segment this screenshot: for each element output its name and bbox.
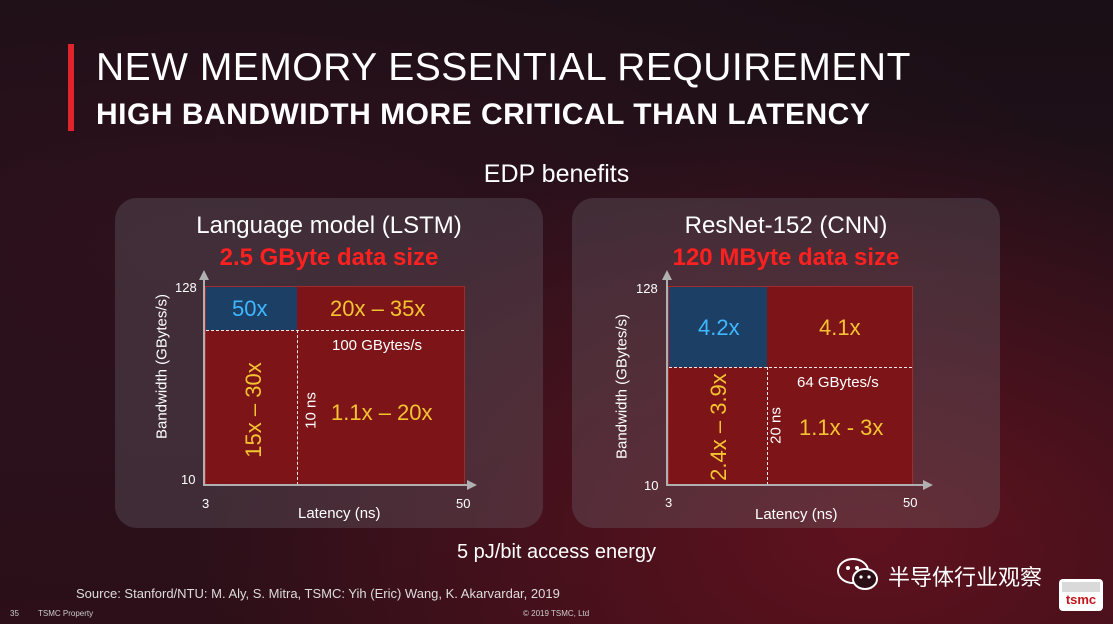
title-accent-bar: [68, 44, 74, 131]
top-left-quadrant: [669, 287, 767, 367]
page-number: 35: [10, 609, 19, 618]
source-citation: Source: Stanford/NTU: M. Aly, S. Mitra, …: [76, 586, 560, 601]
value-top-right: 20x – 35x: [330, 296, 426, 321]
panel-resnet: ResNet-152 (CNN) 120 MByte data size 4.2…: [572, 198, 1000, 528]
value-bottom-left: 15x – 30x: [241, 362, 266, 458]
y-axis: [203, 278, 205, 486]
x-axis: [666, 484, 924, 486]
x-axis-label: Latency (ns): [755, 506, 838, 523]
panel-title: ResNet-152 (CNN): [684, 212, 888, 239]
logo-text: tsmc: [1066, 592, 1096, 607]
y-tick-max: 128: [636, 281, 658, 296]
section-title: EDP benefits: [483, 160, 630, 188]
slide-title: NEW MEMORY ESSENTIAL REQUIREMENT: [96, 46, 911, 89]
bandwidth-threshold-line: [206, 330, 464, 331]
value-bottom-right: 1.1x - 3x: [799, 415, 884, 440]
bandwidth-threshold-label: 64 GBytes/s: [797, 374, 879, 391]
y-axis-label: Bandwidth (GBytes/s): [613, 313, 631, 460]
y-axis: [666, 278, 668, 486]
watermark-text: 半导体行业观察: [888, 565, 1043, 590]
copyright: © 2019 TSMC, Ltd: [523, 609, 590, 618]
x-axis-arrow: [923, 480, 933, 490]
x-tick-max: 50: [456, 496, 471, 511]
quadrant-plot: 50x 20x – 35x 100 GBytes/s 1.1x – 20x 15…: [205, 286, 465, 486]
x-axis: [203, 484, 468, 486]
y-axis-arrow: [199, 270, 209, 280]
slide-subtitle: HIGH BANDWIDTH MORE CRITICAL THAN LATENC…: [96, 98, 871, 131]
tsmc-logo-icon: tsmc: [1059, 579, 1103, 611]
wechat-icon: [837, 558, 878, 590]
value-top-left: 4.2x: [698, 315, 740, 340]
panel-title: Language model (LSTM): [196, 212, 462, 239]
value-bottom-right: 1.1x – 20x: [331, 400, 433, 425]
panel-lstm: Language model (LSTM) 2.5 GByte data siz…: [115, 198, 543, 528]
data-size-label: 2.5 GByte data size: [219, 244, 439, 271]
value-top-left: 50x: [232, 296, 268, 321]
y-tick-min: 10: [181, 472, 196, 487]
y-axis-arrow: [662, 270, 672, 280]
latency-threshold-line: [297, 330, 298, 485]
y-axis-label: Bandwidth (GBytes/s): [153, 293, 171, 440]
latency-threshold-label: 10 ns: [302, 392, 320, 429]
x-tick-min: 3: [665, 495, 673, 510]
top-left-quadrant: [206, 287, 297, 330]
x-axis-label: Latency (ns): [298, 505, 381, 522]
energy-note: 5 pJ/bit access energy: [457, 541, 656, 563]
y-tick-max: 128: [175, 280, 197, 295]
latency-threshold-line: [767, 367, 768, 485]
quadrant-plot: 4.2x 4.1x 64 GBytes/s 1.1x - 3x 2.4x – 3…: [668, 286, 913, 486]
property-label: TSMC Property: [38, 609, 94, 618]
y-tick-min: 10: [644, 478, 659, 493]
x-axis-arrow: [467, 480, 477, 490]
value-top-right: 4.1x: [819, 315, 861, 340]
data-size-label: 120 MByte data size: [672, 244, 900, 271]
bandwidth-threshold-label: 100 GBytes/s: [332, 337, 423, 354]
bandwidth-threshold-line: [669, 367, 912, 368]
x-tick-max: 50: [903, 495, 918, 510]
value-bottom-left: 2.4x – 3.9x: [706, 373, 731, 481]
x-tick-min: 3: [202, 496, 210, 511]
latency-threshold-label: 20 ns: [767, 407, 785, 444]
